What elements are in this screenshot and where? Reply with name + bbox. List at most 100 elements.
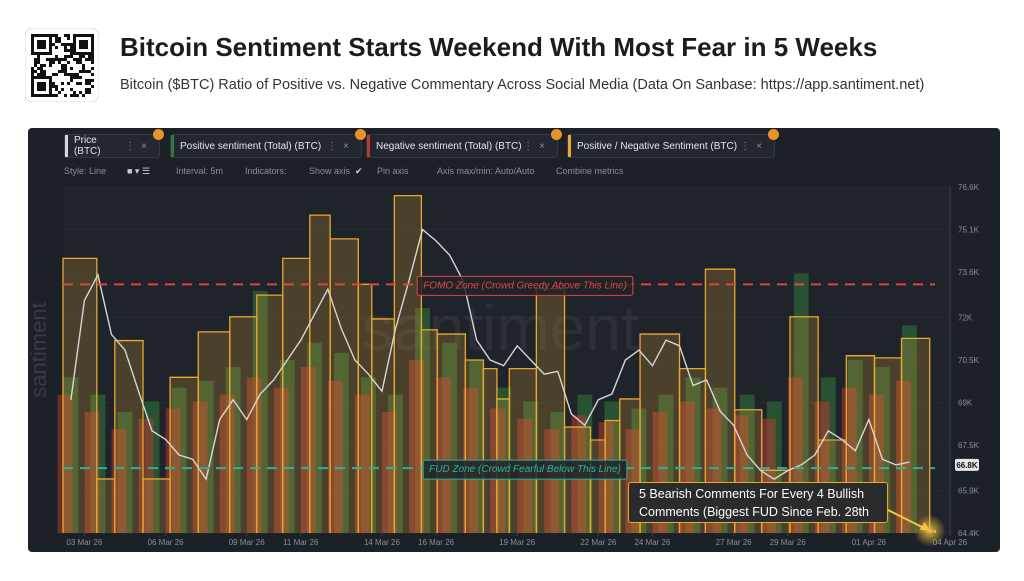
ratio-step: [900, 337, 931, 533]
qr-module: [40, 67, 43, 70]
toolbar-item[interactable]: Axis max/min: Auto/Auto: [437, 166, 535, 176]
zone-label-box: [416, 275, 634, 296]
x-tick-label: 14 Mar 26: [364, 538, 401, 547]
qr-module: [52, 58, 55, 61]
qr-module: [85, 43, 88, 46]
legend-tools[interactable]: ⋮×: [125, 140, 153, 152]
toolbar-item[interactable]: Indicators:: [245, 166, 287, 176]
ratio-step: [329, 238, 359, 533]
y-tick-label: 73.6K: [958, 268, 980, 277]
qr-module: [88, 70, 91, 73]
qr-module: [67, 82, 70, 85]
qr-module: [61, 67, 64, 70]
qr-module: [49, 58, 52, 61]
legend-item[interactable]: Price (BTC) ⋮×: [64, 129, 164, 158]
legend-tools[interactable]: ⋮×: [327, 140, 355, 152]
legend-item[interactable]: Positive sentiment (Total) (BTC) ⋮×: [170, 129, 366, 158]
qr-module: [49, 37, 52, 40]
legend-tools[interactable]: ⋮×: [523, 140, 551, 152]
ratio-step: [436, 333, 467, 533]
qr-module: [49, 49, 52, 52]
qr-module: [49, 43, 52, 46]
y-tick-label: 65.9K: [958, 486, 980, 495]
qr-module: [70, 49, 73, 52]
qr-module: [49, 88, 52, 91]
qr-module: [37, 46, 40, 49]
qr-module: [52, 73, 55, 76]
qr-module: [34, 64, 37, 67]
qr-module: [31, 82, 34, 85]
color-swatch[interactable]: ■ ▾ ☰: [127, 166, 151, 176]
qr-module: [61, 82, 64, 85]
qr-module: [82, 94, 85, 97]
qr-module: [82, 64, 85, 67]
qr-module: [55, 58, 58, 61]
subtitle: Bitcoin ($BTC) Ratio of Positive vs. Neg…: [120, 77, 925, 93]
qr-module: [85, 70, 88, 73]
ratio-step: [282, 257, 311, 533]
toolbar-item[interactable]: Pin axis: [377, 166, 409, 176]
legend-label: Negative sentiment (Total) (BTC): [376, 140, 522, 152]
qr-module: [46, 76, 49, 79]
qr-module: [37, 43, 40, 46]
qr-module: [73, 43, 76, 46]
qr-code: [25, 28, 99, 102]
toolbar-item[interactable]: Style: Line: [64, 166, 107, 176]
ratio-step: [309, 214, 331, 533]
qr-module: [49, 34, 52, 37]
qr-module: [46, 52, 49, 55]
qr-module: [73, 52, 76, 55]
qr-module: [49, 82, 52, 85]
qr-module: [82, 43, 85, 46]
qr-module: [91, 37, 94, 40]
qr-module: [91, 49, 94, 52]
legend-label: Price (BTC): [73, 135, 101, 157]
qr-module: [82, 52, 85, 55]
qr-module: [67, 49, 70, 52]
qr-module: [67, 37, 70, 40]
qr-module: [76, 61, 79, 64]
qr-module: [58, 70, 61, 73]
qr-module: [61, 88, 64, 91]
qr-module: [31, 79, 34, 82]
legend-swatch: [568, 135, 571, 157]
qr-module: [61, 43, 64, 46]
qr-module: [67, 61, 70, 64]
qr-module: [58, 58, 61, 61]
legend-tools[interactable]: ⋮×: [740, 140, 768, 152]
qr-module: [43, 52, 46, 55]
qr-module: [43, 46, 46, 49]
price-marker-box: [955, 458, 979, 471]
y-tick-label: 67.5K: [958, 441, 980, 450]
qr-module: [79, 55, 82, 58]
toolbar-item[interactable]: Interval: 5m: [176, 166, 224, 176]
ratio-step: [563, 426, 592, 533]
qr-module: [91, 46, 94, 49]
checkbox[interactable]: ✔: [355, 166, 363, 176]
qr-module: [79, 91, 82, 94]
qr-module: [55, 85, 58, 88]
qr-module: [64, 64, 67, 67]
toolbar-item[interactable]: Combine metrics: [556, 166, 624, 176]
qr-module: [82, 67, 85, 70]
qr-module: [43, 88, 46, 91]
legend-badge: [153, 129, 164, 140]
qr-module: [43, 94, 46, 97]
legend-item[interactable]: Positive / Negative Sentiment (BTC) ⋮×: [567, 129, 779, 158]
toolbar-item[interactable]: Show axis: [309, 166, 351, 176]
ratio-step: [142, 478, 171, 533]
ratio-step: [482, 368, 498, 533]
qr-module: [40, 34, 43, 37]
qr-module: [37, 76, 40, 79]
qr-module: [31, 34, 34, 37]
legend-item[interactable]: Negative sentiment (Total) (BTC) ⋮×: [366, 129, 562, 158]
x-tick-label: 22 Mar 26: [580, 538, 617, 547]
qr-module: [88, 82, 91, 85]
qr-module: [34, 94, 37, 97]
qr-module: [37, 58, 40, 61]
legend-label: Positive / Negative Sentiment (BTC): [577, 140, 738, 152]
ratio-step: [169, 376, 199, 533]
qr-module: [88, 79, 91, 82]
qr-module: [76, 52, 79, 55]
qr-module: [46, 34, 49, 37]
